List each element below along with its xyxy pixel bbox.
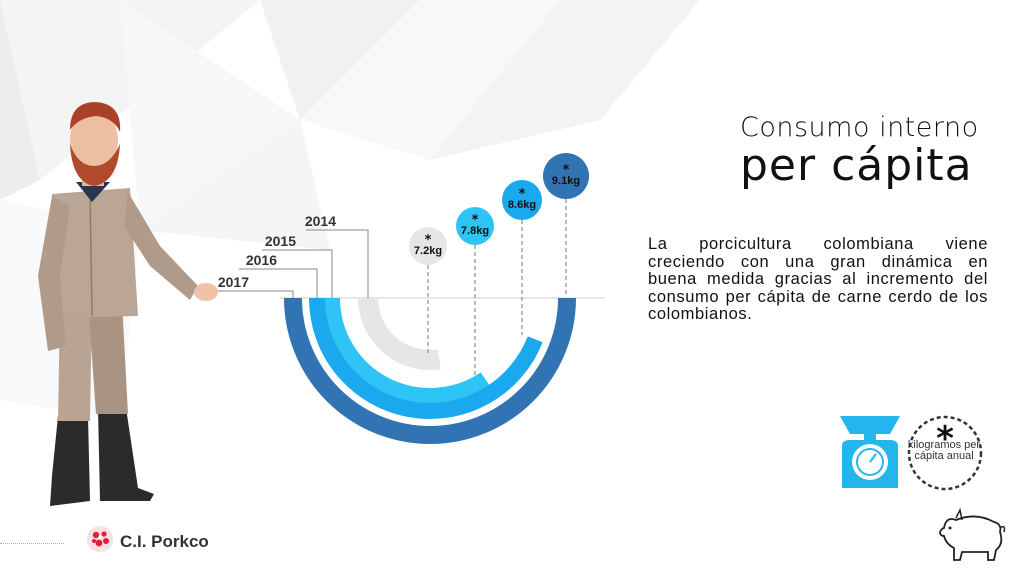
man-illustration: [38, 102, 218, 506]
porkco-logo-icon: [87, 526, 113, 552]
year-leader-2017: [207, 290, 294, 298]
year-label-2016: 2016: [246, 252, 277, 268]
arc-2017: [284, 297, 576, 444]
value-marker-2017: *: [563, 163, 570, 178]
title-line-1: Consumo interno: [740, 112, 979, 143]
value-marker-2016: *: [519, 187, 526, 202]
footer-dotted-line: [0, 543, 64, 544]
title-line-2: per cápita: [740, 140, 973, 191]
year-label-2017: 2017: [218, 274, 249, 290]
value-bubble-2016: [502, 180, 542, 220]
value-marker-2015: *: [472, 213, 479, 228]
asterisk-icon: *: [936, 419, 954, 459]
value-bubble-2017: [543, 153, 589, 199]
kg-legend-badge: *: [907, 415, 983, 491]
year-leader-2016: [239, 268, 318, 298]
description-text: La porcicultura colombiana viene crecien…: [648, 235, 988, 323]
value-label-2016: 8.6kg: [508, 199, 536, 211]
value-label-2014: 7.2kg: [414, 245, 442, 257]
value-label-2017: 9.1kg: [552, 175, 580, 187]
value-label-2015: 7.8kg: [461, 225, 489, 237]
arc-2015: [324, 297, 490, 404]
pig-icon: [939, 507, 1006, 561]
arc-2016: [309, 297, 543, 419]
value-marker-2014: *: [425, 233, 432, 248]
scale-icon: [840, 416, 900, 488]
arc-2014: [358, 297, 441, 370]
year-leader-2015: [262, 249, 333, 298]
value-bubble-2014: [409, 227, 447, 265]
year-label-2014: 2014: [305, 213, 336, 229]
legend-text: kilogramos per cápita anual: [907, 439, 981, 462]
year-label-2015: 2015: [265, 233, 296, 249]
year-leader-2014: [306, 229, 369, 298]
value-bubble-2015: [456, 207, 494, 245]
brand-name: C.I. Porkco: [120, 532, 209, 551]
